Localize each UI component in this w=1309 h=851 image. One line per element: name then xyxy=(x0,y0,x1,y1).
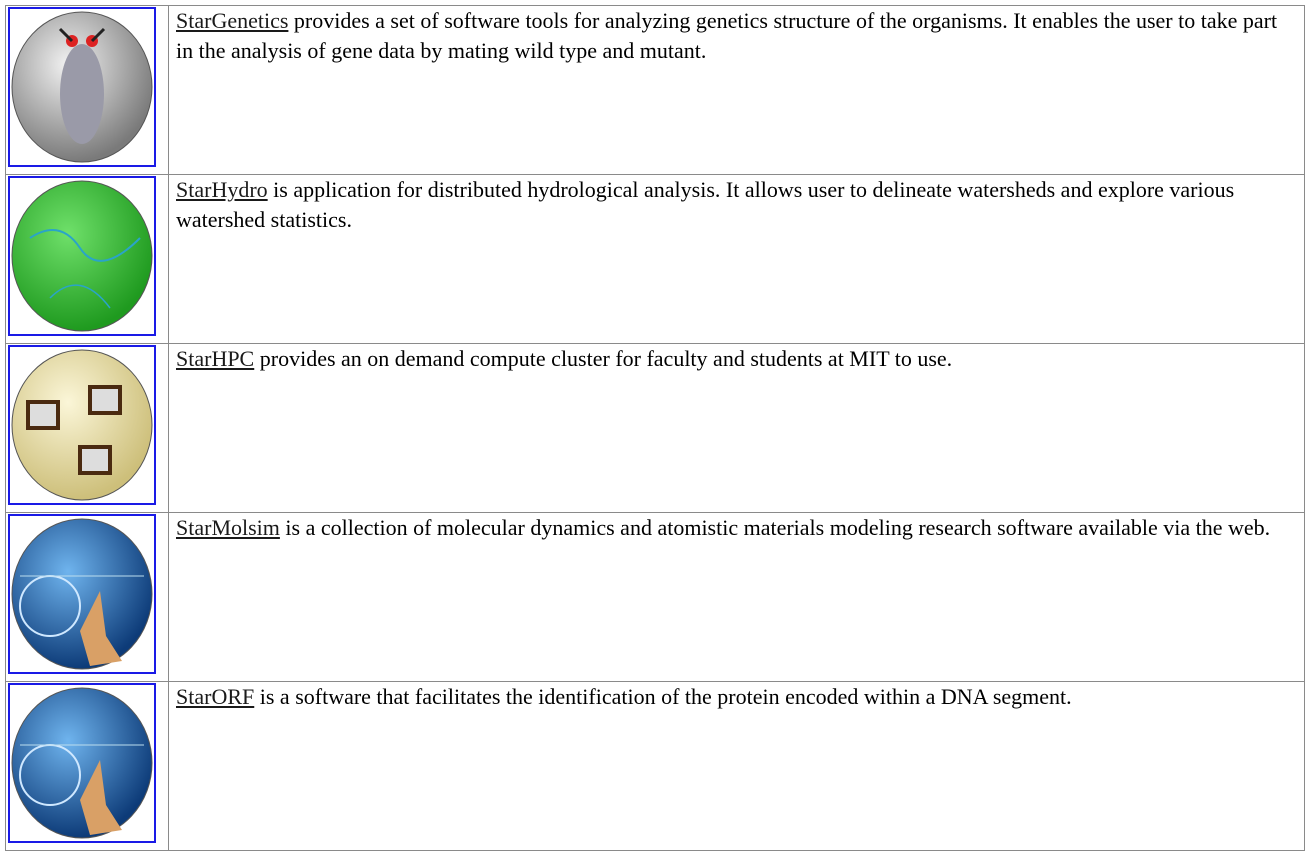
description-text: is application for distributed hydrologi… xyxy=(176,177,1235,232)
icon-link[interactable] xyxy=(8,514,156,674)
description-cell: StarGenetics provides a set of software … xyxy=(168,5,1305,175)
icon-cell xyxy=(5,681,169,851)
icon-cell xyxy=(5,174,169,344)
description-cell: StarMolsim is a collection of molecular … xyxy=(168,512,1305,682)
table-body: StarGenetics provides a set of software … xyxy=(5,5,1305,851)
icon-cell xyxy=(5,512,169,682)
software-link[interactable]: StarMolsim xyxy=(176,515,280,540)
software-table: StarGenetics provides a set of software … xyxy=(5,5,1305,851)
icon-cell xyxy=(5,343,169,513)
software-link[interactable]: StarHPC xyxy=(176,346,255,371)
table-row: StarMolsim is a collection of molecular … xyxy=(5,512,1305,682)
icon-image xyxy=(11,518,153,670)
description-text: is a software that facilitates the ident… xyxy=(259,684,1072,709)
description-text: provides a set of software tools for ana… xyxy=(176,8,1278,63)
software-link[interactable]: StarGenetics xyxy=(176,8,289,33)
icon-link[interactable] xyxy=(8,683,156,843)
icon-image xyxy=(11,11,153,163)
table-row: StarHPC provides an on demand compute cl… xyxy=(5,343,1305,513)
icon-cell xyxy=(5,5,169,175)
description-cell: StarHydro is application for distributed… xyxy=(168,174,1305,344)
icon-link[interactable] xyxy=(8,176,156,336)
description-text: provides an on demand compute cluster fo… xyxy=(259,346,953,371)
icon-link[interactable] xyxy=(8,345,156,505)
icon-image xyxy=(11,180,153,332)
table-row: StarHydro is application for distributed… xyxy=(5,174,1305,344)
software-link[interactable]: StarORF xyxy=(176,684,255,709)
description-cell: StarORF is a software that facilitates t… xyxy=(168,681,1305,851)
software-link[interactable]: StarHydro xyxy=(176,177,268,202)
description-text: is a collection of molecular dynamics an… xyxy=(285,515,1271,540)
description-cell: StarHPC provides an on demand compute cl… xyxy=(168,343,1305,513)
icon-image xyxy=(11,687,153,839)
page: StarGenetics provides a set of software … xyxy=(5,5,1305,851)
table-row: StarORF is a software that facilitates t… xyxy=(5,681,1305,851)
icon-link[interactable] xyxy=(8,7,156,167)
table-row: StarGenetics provides a set of software … xyxy=(5,5,1305,175)
icon-image xyxy=(11,349,153,501)
